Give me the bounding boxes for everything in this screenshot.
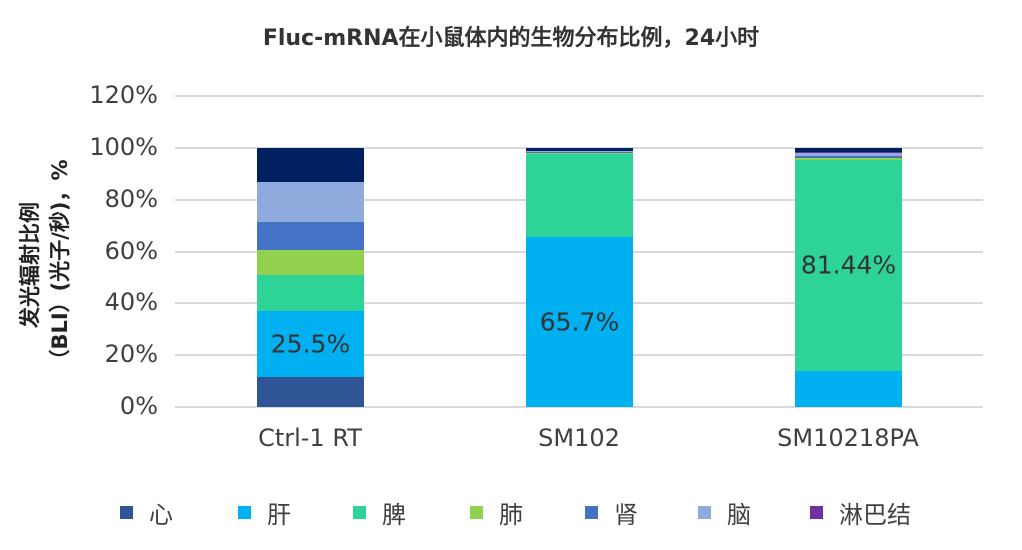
legend-label: 脾	[382, 500, 406, 529]
legend-item: 心	[120, 495, 173, 530]
bar-segment	[795, 158, 902, 160]
y-axis-label-line-1: 发光辐射比例	[18, 202, 42, 329]
plot-area: 25.5% 65.7% 81.44%	[175, 95, 983, 408]
x-tick-label: SM102	[538, 424, 620, 452]
legend-item: 肝	[238, 495, 291, 530]
bar-ctrl-1-rt: 25.5%	[257, 147, 364, 407]
bar-segment	[257, 377, 364, 407]
bar-segment	[257, 250, 364, 275]
bar-segment	[257, 221, 364, 251]
bar-segment	[526, 151, 633, 153]
bar-segment: 81.44%	[795, 159, 902, 371]
bar-segment	[257, 181, 364, 222]
legend-label: 肝	[267, 500, 291, 529]
x-tick-label: Ctrl-1 RT	[258, 424, 362, 452]
bar-segment	[795, 147, 902, 153]
x-tick-label: SM10218PA	[777, 424, 919, 452]
legend-swatch	[238, 505, 251, 519]
legend-swatch	[353, 505, 366, 519]
bar-segment	[795, 370, 902, 407]
legend-item: 肾	[585, 495, 638, 530]
bar-segment	[526, 153, 633, 237]
legend: 心 肝 脾 肺 肾 脑 淋巴结	[120, 495, 940, 530]
y-tick-label: 100%	[89, 132, 158, 161]
bar-segment	[795, 153, 902, 157]
bar-segment	[257, 147, 364, 182]
bar-segment	[795, 152, 902, 154]
gridline	[175, 146, 983, 149]
legend-label: 肺	[499, 500, 523, 529]
legend-swatch	[698, 505, 711, 519]
bar-sm102: 65.7%	[526, 147, 633, 407]
legend-swatch	[120, 505, 133, 519]
bar-sm10218pa: 81.44%	[795, 147, 902, 407]
bar-segment: 25.5%	[257, 311, 364, 378]
gridline	[175, 406, 983, 408]
legend-item: 脾	[353, 495, 406, 530]
legend-label: 脑	[727, 500, 751, 529]
y-tick-label: 20%	[104, 340, 158, 369]
bar-segment: 65.7%	[526, 236, 633, 407]
legend-label: 心	[149, 500, 173, 529]
legend-item: 肺	[470, 495, 523, 530]
y-tick-label: 0%	[119, 392, 158, 420]
data-label: 25.5%	[270, 329, 351, 359]
legend-swatch	[810, 505, 823, 519]
data-label: 65.7%	[539, 307, 620, 337]
bar-segment	[526, 152, 633, 154]
legend-item: 脑	[698, 495, 751, 530]
bar-segment	[795, 156, 902, 159]
legend-item: 淋巴结	[810, 495, 911, 530]
legend-swatch	[585, 505, 598, 519]
y-tick-label: 80%	[104, 184, 158, 213]
legend-label: 肾	[614, 500, 638, 529]
legend-label: 淋巴结	[839, 500, 911, 529]
bar-segment	[257, 274, 364, 312]
bar-segment	[526, 147, 633, 152]
data-label: 81.44%	[800, 250, 897, 280]
chart-title: Fluc-mRNA在小鼠体内的生物分布比例，24小时	[262, 26, 760, 51]
y-tick-label: 60%	[104, 236, 158, 265]
gridline	[175, 95, 983, 97]
y-tick-label: 40%	[104, 288, 158, 317]
legend-swatch	[470, 505, 483, 519]
y-tick-label: 120%	[89, 81, 158, 109]
